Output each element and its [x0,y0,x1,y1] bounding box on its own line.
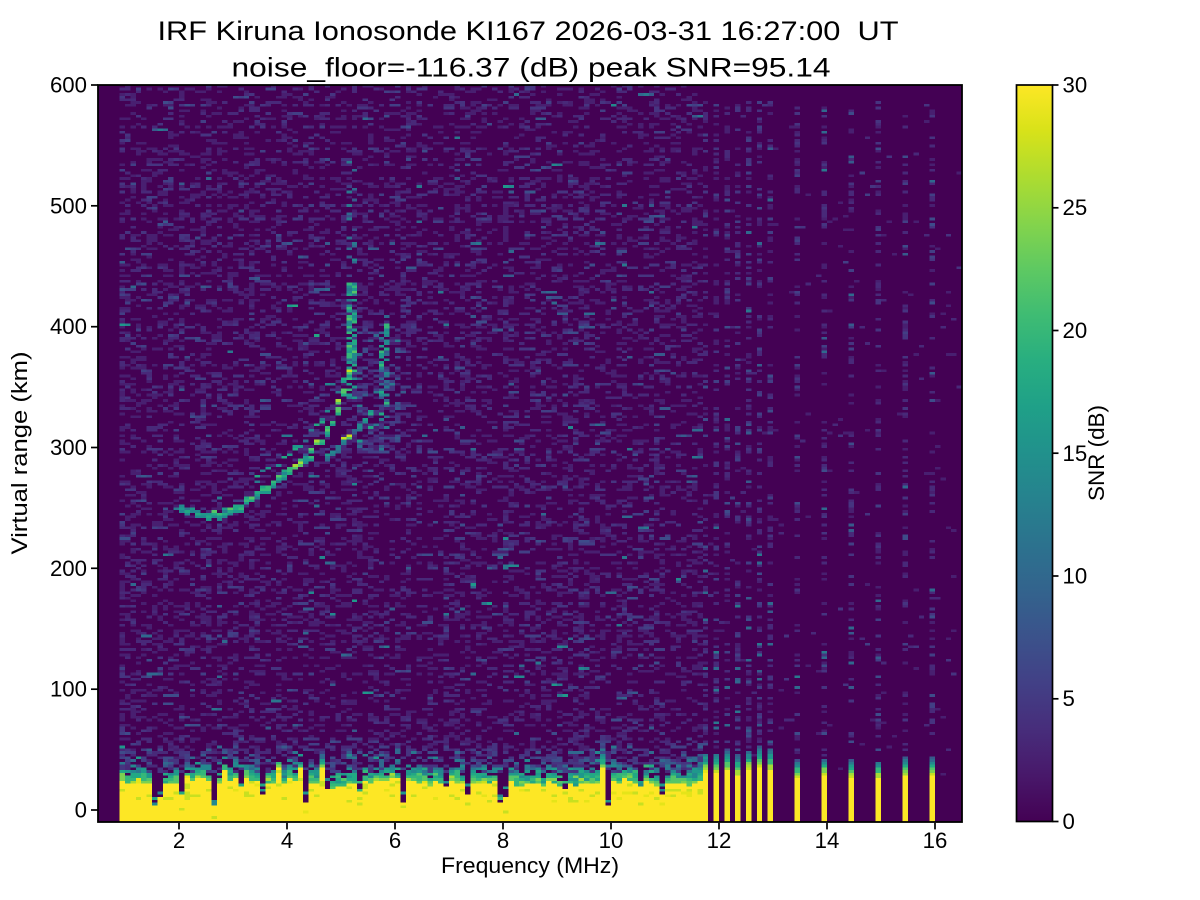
svg-text:noise_floor=-116.37 (dB) peak: noise_floor=-116.37 (dB) peak SNR=95.14 [232,53,831,83]
svg-text:200: 200 [50,556,87,581]
svg-text:10: 10 [1063,564,1088,589]
svg-text:IRF Kiruna Ionosonde KI167 202: IRF Kiruna Ionosonde KI167 2026-03-31 16… [158,16,899,46]
svg-text:500: 500 [50,193,87,218]
svg-text:2: 2 [173,828,185,853]
svg-text:20: 20 [1063,318,1088,343]
svg-text:8: 8 [497,828,509,853]
svg-text:25: 25 [1063,195,1088,220]
svg-text:Frequency (MHz): Frequency (MHz) [441,853,619,878]
svg-text:300: 300 [50,435,87,460]
svg-text:Virtual range (km): Virtual range (km) [7,352,32,555]
svg-text:6: 6 [389,828,401,853]
svg-text:10: 10 [599,828,624,853]
svg-text:SNR (dB): SNR (dB) [1084,405,1109,501]
svg-text:600: 600 [50,73,87,98]
svg-text:400: 400 [50,314,87,339]
svg-text:30: 30 [1063,73,1088,98]
svg-text:14: 14 [815,828,840,853]
svg-text:0: 0 [75,798,87,823]
svg-text:100: 100 [50,677,87,702]
svg-text:4: 4 [281,828,293,853]
svg-text:0: 0 [1063,809,1075,834]
svg-text:15: 15 [1063,441,1088,466]
svg-text:12: 12 [707,828,732,853]
svg-text:5: 5 [1063,686,1075,711]
svg-text:16: 16 [923,828,948,853]
